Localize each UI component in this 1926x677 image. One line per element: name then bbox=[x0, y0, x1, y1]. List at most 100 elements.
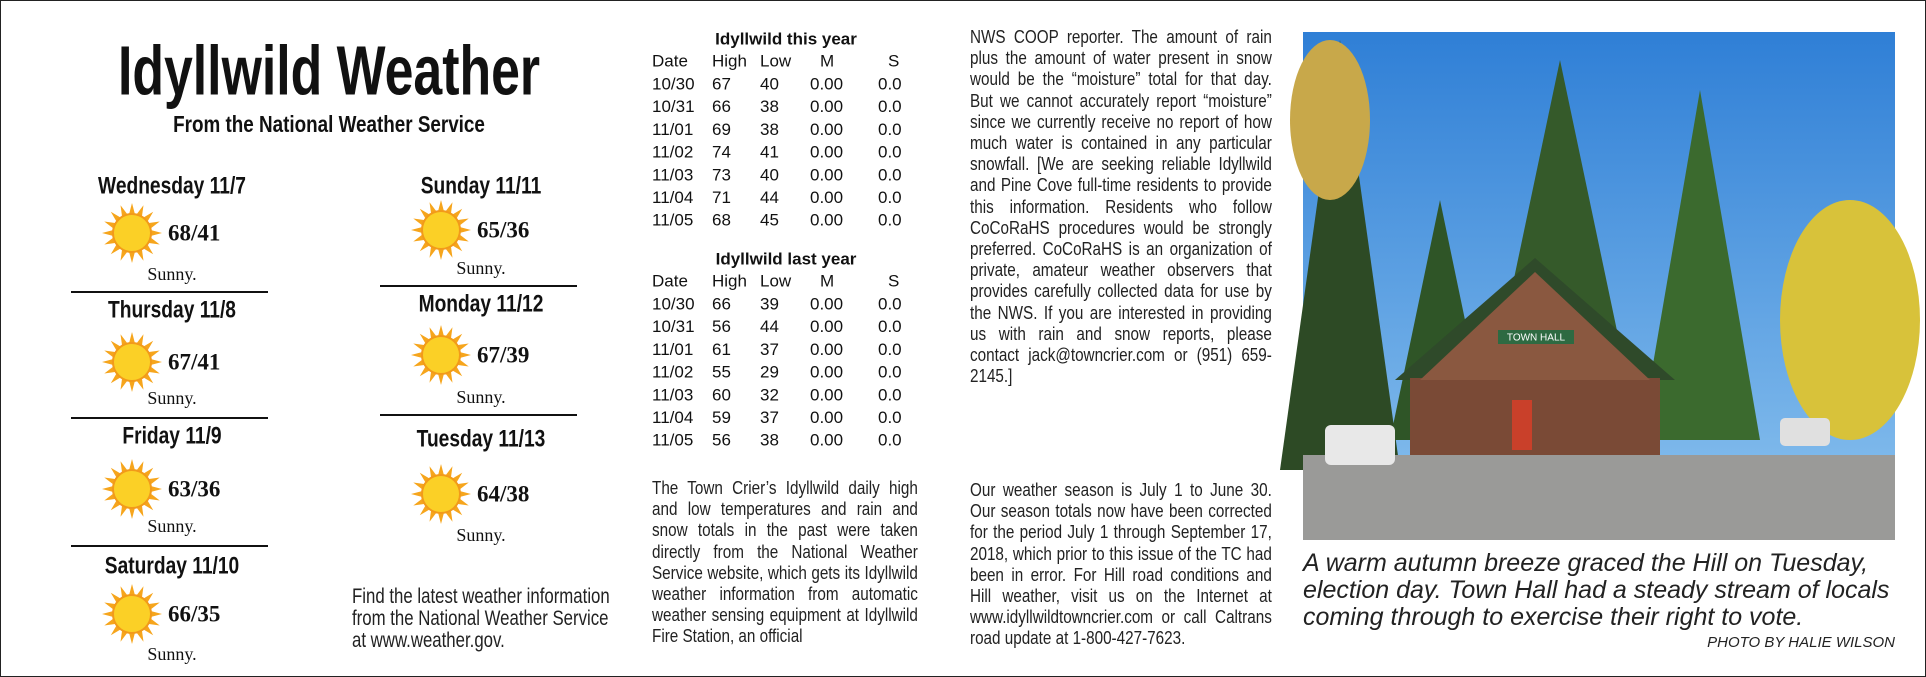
sun-disc bbox=[422, 336, 460, 374]
table-cell: 59 bbox=[712, 408, 731, 427]
article-column-2: NWS COOP reporter. The amount of rain pl… bbox=[970, 27, 1272, 457]
condition: Sunny. bbox=[147, 264, 196, 284]
table-cell: 0.0 bbox=[878, 363, 902, 382]
table-title: Idyllwild last year bbox=[716, 249, 857, 268]
temperature: 68/41 bbox=[168, 220, 220, 245]
table-cell: 0.0 bbox=[878, 317, 902, 336]
table-cell: 38 bbox=[760, 97, 779, 116]
table-cell: 66 bbox=[712, 294, 731, 313]
paragraph: The Town Crier’s Idyllwild daily high an… bbox=[652, 478, 918, 648]
table-cell: 11/01 bbox=[652, 120, 693, 139]
table-cell: 74 bbox=[712, 143, 731, 162]
subtitle: From the National Weather Service bbox=[173, 112, 485, 137]
table-cell: 67 bbox=[712, 74, 731, 93]
table-cell: 11/05 bbox=[652, 211, 693, 230]
table-cell: 40 bbox=[760, 74, 779, 93]
table-cell: 56 bbox=[712, 317, 731, 336]
table-cell: 0.00 bbox=[810, 317, 843, 336]
table-cell: 71 bbox=[712, 188, 731, 207]
table-cell: 0.0 bbox=[878, 211, 902, 230]
table-cell: 68 bbox=[712, 211, 731, 230]
table-cell: 0.00 bbox=[810, 97, 843, 116]
table-cell: 40 bbox=[760, 165, 779, 184]
page: Idyllwild Weather From the National Weat… bbox=[0, 0, 1926, 677]
table-cell: 11/03 bbox=[652, 385, 693, 404]
table-title: Idyllwild this year bbox=[715, 29, 857, 48]
table-cell: 73 bbox=[712, 165, 731, 184]
day-heading: Thursday 11/8 bbox=[108, 295, 236, 323]
table-cell: 0.00 bbox=[810, 408, 843, 427]
table-cell: 38 bbox=[760, 431, 779, 450]
column-header: High bbox=[712, 51, 747, 70]
temperature: 64/38 bbox=[477, 481, 529, 506]
photo-sign: TOWN HALL bbox=[1507, 333, 1566, 344]
temperature: 67/39 bbox=[477, 342, 529, 367]
table-cell: 10/30 bbox=[652, 74, 695, 93]
note-text: Find the latest weather information from… bbox=[352, 586, 612, 652]
table-cell: 38 bbox=[760, 120, 779, 139]
table-cell: 66 bbox=[712, 97, 731, 116]
day-heading-group: Wednesday 11/7 bbox=[98, 171, 246, 199]
sun-disc bbox=[113, 343, 151, 381]
condition: Sunny. bbox=[147, 516, 196, 536]
table-cell: 55 bbox=[712, 363, 731, 382]
table-cell: 0.00 bbox=[810, 294, 843, 313]
title: Idyllwild Weather bbox=[118, 32, 540, 110]
column-header: Date bbox=[652, 51, 688, 70]
condition: Sunny. bbox=[147, 388, 196, 408]
sun-icon bbox=[102, 203, 162, 263]
column-header: Low bbox=[760, 271, 792, 290]
column-header: M bbox=[820, 271, 834, 290]
note: Find the latest weather information from… bbox=[352, 586, 612, 656]
column-header: High bbox=[712, 271, 747, 290]
day-heading: Tuesday 11/13 bbox=[417, 424, 546, 452]
condition: Sunny. bbox=[147, 644, 196, 664]
table-cell: 60 bbox=[712, 385, 731, 404]
column-header: Date bbox=[652, 271, 688, 290]
day-heading: Sunday 11/11 bbox=[421, 171, 542, 199]
day-heading-group: Saturday 11/10 bbox=[105, 551, 239, 579]
sun-disc bbox=[113, 470, 151, 508]
sun-disc bbox=[113, 595, 151, 633]
condition: Sunny. bbox=[456, 387, 505, 407]
table-cell: 11/05 bbox=[652, 431, 693, 450]
temperature: 63/36 bbox=[168, 476, 220, 501]
table-cell: 44 bbox=[760, 317, 779, 336]
day-heading-group: Monday 11/12 bbox=[419, 289, 544, 317]
table-cell: 0.0 bbox=[878, 143, 902, 162]
photo-caption: A warm autumn breeze graced the Hill on … bbox=[1303, 550, 1895, 631]
table-cell: 0.0 bbox=[878, 294, 902, 313]
table-cell: 0.0 bbox=[878, 385, 902, 404]
table-cell: 0.00 bbox=[810, 143, 843, 162]
table-cell: 0.0 bbox=[878, 165, 902, 184]
sun-icon bbox=[411, 200, 471, 260]
sun-icon bbox=[102, 332, 162, 392]
day-heading-group: Tuesday 11/13 bbox=[417, 424, 546, 452]
day-heading: Saturday 11/10 bbox=[105, 551, 239, 579]
article-column-3: Our weather season is July 1 to June 30.… bbox=[970, 480, 1272, 675]
day-heading: Monday 11/12 bbox=[419, 289, 544, 317]
table-cell: 41 bbox=[760, 143, 779, 162]
table-cell: 10/30 bbox=[652, 294, 695, 313]
table-cell: 56 bbox=[712, 431, 731, 450]
table-cell: 11/02 bbox=[652, 143, 693, 162]
column-header: M bbox=[820, 51, 834, 70]
table-cell: 0.0 bbox=[878, 120, 902, 139]
table-cell: 39 bbox=[760, 294, 779, 313]
table-cell: 11/04 bbox=[652, 188, 693, 207]
table-cell: 0.00 bbox=[810, 431, 843, 450]
sun-icon bbox=[102, 459, 162, 519]
table-cell: 11/01 bbox=[652, 340, 693, 359]
day-heading-group: Friday 11/9 bbox=[122, 421, 221, 449]
table-cell: 0.0 bbox=[878, 340, 902, 359]
table-cell: 0.00 bbox=[810, 385, 843, 404]
table-cell: 0.0 bbox=[878, 431, 902, 450]
table-cell: 0.0 bbox=[878, 74, 902, 93]
table-cell: 45 bbox=[760, 211, 779, 230]
table-cell: 10/31 bbox=[652, 317, 695, 336]
table-cell: 0.0 bbox=[878, 188, 902, 207]
table-cell: 69 bbox=[712, 120, 731, 139]
photo: TOWN HALL bbox=[1280, 32, 1920, 540]
temperature: 65/36 bbox=[477, 217, 529, 242]
table-cell: 10/31 bbox=[652, 97, 695, 116]
